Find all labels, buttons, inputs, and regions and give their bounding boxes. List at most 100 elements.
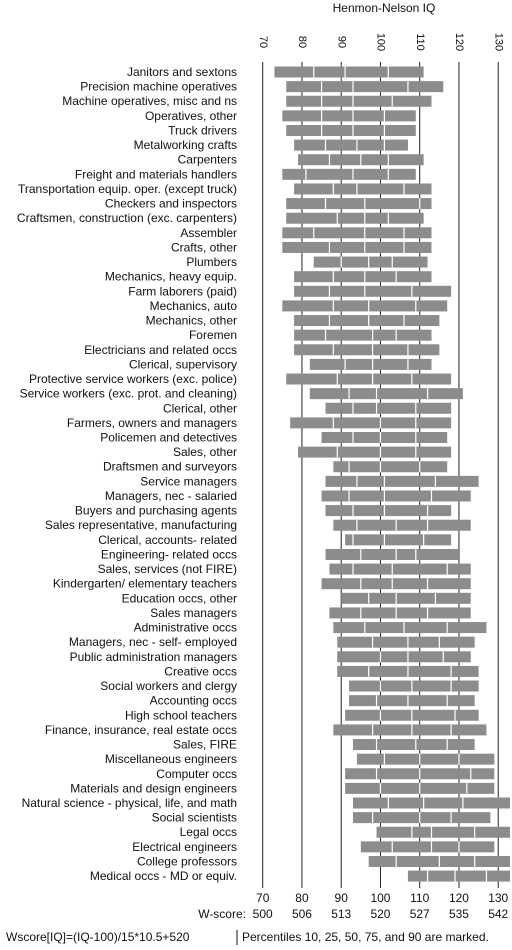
occupation-label: High school teachers: [125, 708, 237, 722]
percentile-box: [286, 124, 416, 136]
occupation-label: Electricians and related occs: [84, 343, 237, 357]
occupation-row: Foremen: [189, 328, 432, 342]
bottom-tick-label: 130: [488, 891, 508, 905]
top-tick-label: 120: [453, 33, 465, 51]
occupation-label: Sales representative, manufacturing: [45, 518, 237, 532]
percentile-box: [294, 285, 452, 297]
occupation-row: Managers, nec - self- employed: [69, 635, 475, 649]
occupation-row: Sales managers: [150, 606, 471, 620]
occupation-row: College professors: [137, 854, 510, 868]
percentile-box: [325, 402, 452, 414]
occupation-row: Farm laborers (paid): [128, 284, 452, 298]
occupation-row: Education occs, other: [122, 591, 471, 605]
percentile-box: [286, 81, 444, 93]
occupation-label: Transportation equip. oper. (except truc…: [18, 182, 237, 196]
occupation-label: Plumbers: [186, 255, 237, 269]
occupation-row: Electricians and related occs: [84, 343, 440, 357]
percentile-box: [349, 695, 475, 707]
percentile-box: [282, 241, 432, 253]
percentile-box: [290, 417, 452, 429]
percentile-box: [325, 475, 479, 487]
occupation-row: Public administration managers: [70, 650, 471, 664]
percentile-box: [298, 446, 452, 458]
occupation-label: Clerical, other: [163, 401, 237, 415]
percentile-box: [325, 548, 459, 560]
occupation-row: Draftsmen and surveyors: [103, 460, 448, 474]
occupation-label: Managers, nec - salaried: [105, 489, 237, 503]
w-score-value: 535: [449, 907, 469, 921]
occupation-row: Mechanics, heavy equip.: [105, 270, 432, 284]
occupation-row: Clerical, accounts- related: [98, 533, 452, 547]
top-tick-label: 130: [492, 33, 504, 51]
percentile-box: [309, 358, 432, 370]
percentile-box: [286, 95, 432, 107]
percentile-box: [352, 797, 510, 809]
occupation-label: Mechanics, other: [146, 314, 237, 328]
occupation-label: Administrative occs: [134, 621, 237, 635]
percentile-box: [321, 490, 471, 502]
occupation-label: Sales, FIRE: [173, 738, 237, 752]
percentile-box: [333, 461, 448, 473]
w-score-value: 520: [370, 907, 390, 921]
percentile-box: [345, 534, 452, 546]
occupation-label: Creative occs: [164, 664, 237, 678]
occupation-label: Sales, other: [173, 445, 237, 459]
occupation-row: Service managers: [140, 474, 479, 488]
occupation-label: Crafts, other: [171, 240, 237, 254]
percentile-box: [294, 315, 440, 327]
bottom-tick-label: 100: [370, 891, 390, 905]
occupation-label: Protective service workers (exc. police): [29, 372, 237, 386]
occupation-row: Legal occs: [180, 825, 510, 839]
occupation-row: Accounting occs: [150, 694, 475, 708]
top-tick-labels: 70 80 90 100 110 120 130: [257, 33, 505, 51]
occupation-label: Engineering- related occs: [101, 547, 237, 561]
occupation-label: Craftsmen, construction (exc. carpenters…: [17, 211, 237, 225]
bottom-tick-label: 120: [449, 891, 469, 905]
occupation-label: Education occs, other: [122, 591, 237, 605]
occupation-label: Metalworking crafts: [134, 138, 237, 152]
percentile-box: [325, 505, 452, 517]
occupation-row: Managers, nec - salaried: [105, 489, 471, 503]
occupation-row: Social workers and clergy: [100, 679, 479, 693]
occupation-row: Finance, insurance, real estate occs: [45, 723, 487, 737]
percentile-box: [356, 753, 495, 765]
percentile-box: [294, 329, 432, 341]
occupation-label: Carpenters: [178, 153, 237, 167]
percentile-box: [294, 139, 408, 151]
percentile-box: [341, 592, 471, 604]
occupation-label: Precision machine operatives: [80, 80, 237, 94]
occupation-label: Checkers and inspectors: [105, 197, 237, 211]
footnote-percentiles: Percentiles 10, 25, 50, 75, and 90 are m…: [242, 930, 489, 944]
occupation-row: Materials and design engineers: [70, 781, 495, 795]
occupation-row: Service workers (exc. prot. and cleaning…: [20, 387, 463, 401]
percentile-box: [286, 373, 452, 385]
occupation-row: Plumbers: [186, 255, 428, 269]
occupation-row: Precision machine operatives: [80, 80, 444, 94]
top-tick-label: 100: [375, 33, 387, 51]
percentile-box: [282, 110, 416, 122]
w-score-label: W-score:: [198, 907, 246, 921]
percentile-box: [321, 432, 448, 443]
occupation-row: Policemen and detectives: [100, 431, 448, 445]
occupation-row: Freight and materials handlers: [75, 167, 416, 181]
occupation-row: Sales, FIRE: [173, 738, 475, 752]
occupation-label: Machine operatives, misc and ns: [62, 94, 237, 108]
footnote-formula: Wscore[IQ]=(IQ-100)/15*10.5+520: [6, 930, 190, 944]
bottom-tick-label: 80: [295, 891, 309, 905]
w-score-value: 527: [410, 907, 430, 921]
percentile-box: [294, 271, 432, 283]
percentile-box: [352, 812, 491, 824]
occupation-label: Sales, services (not FIRE): [98, 562, 237, 576]
percentile-box: [294, 344, 440, 356]
percentile-box: [286, 198, 432, 210]
occupation-row: Metalworking crafts: [134, 138, 408, 152]
occupation-label: Service workers (exc. prot. and cleaning…: [20, 387, 237, 401]
occupation-label: College professors: [137, 854, 237, 868]
occupation-label: Public administration managers: [70, 650, 237, 664]
w-score-value: 542: [488, 907, 508, 921]
occupation-label: Truck drivers: [168, 123, 237, 137]
w-score-value: 506: [292, 907, 312, 921]
occupation-row: Buyers and purchasing agents: [75, 504, 452, 518]
